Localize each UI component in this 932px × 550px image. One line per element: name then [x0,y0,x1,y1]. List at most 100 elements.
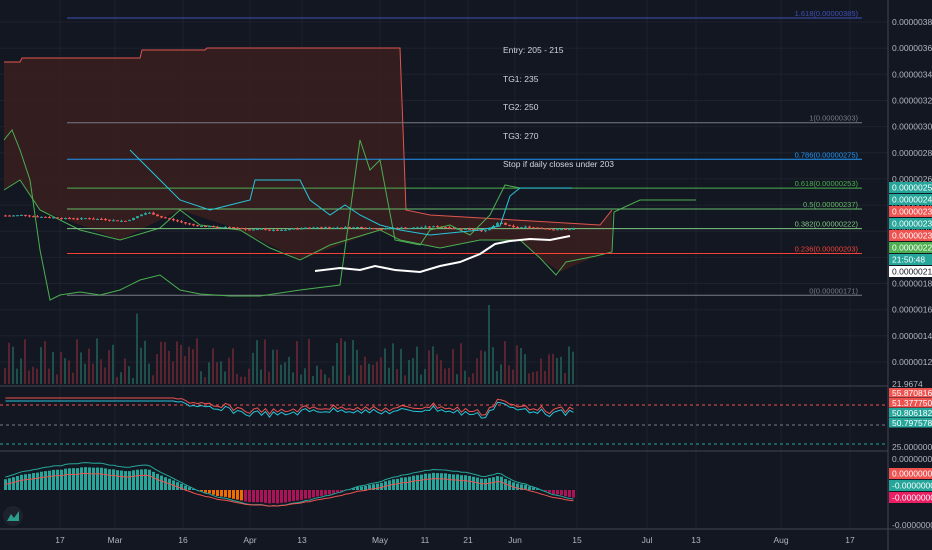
macd-histogram-bar [516,483,519,490]
macd-histogram-bar [204,490,207,493]
macd-histogram-bar [328,490,331,495]
volume-bar [524,354,526,384]
volume-bar [368,363,370,384]
macd-histogram-bar [496,476,499,490]
candle-body [164,217,167,219]
macd-histogram-bar [304,490,307,499]
candle-body [380,229,383,231]
rsi-tag-label: 55.87081647 [892,388,932,398]
candle-body [536,227,539,229]
macd-histogram-bar [116,470,119,490]
volume-bar [4,368,6,384]
macd-axis[interactable]: 0.00000003 0.00000001 -0.00000001 -0.000000… [889,454,932,530]
candlesticks[interactable] [4,211,575,233]
candle-body [88,218,91,220]
candle-body [84,218,87,220]
macd-bottom-label: -0.00000003 [892,520,932,530]
volume-bar [508,365,510,384]
candle-body [24,214,27,216]
macd-histogram-bar [528,486,531,490]
price-tag-label: 21:50:48 [892,255,925,265]
price-tag-label: 0.00000254 [892,183,932,193]
volume-bar [40,347,42,384]
volume-bar [348,375,350,384]
macd-histogram-bar [316,490,319,497]
volume-bar [512,369,514,384]
volume-bar [284,362,286,384]
macd-histogram-bar [544,490,547,492]
fib-label: 1(0.00000303) [809,114,858,123]
macd-histogram-bar [336,490,339,493]
macd-histogram-bar [308,490,311,499]
volume-bar [260,369,262,384]
volume-bar [564,373,566,384]
candle-body [496,223,499,226]
macd-histogram-bar [548,490,551,493]
candle-body [564,228,567,230]
volume-bar [164,342,166,384]
volume-bar [8,342,10,384]
candle-body [472,229,475,231]
rsi-tag [889,398,932,408]
candle-body [236,227,239,229]
candle-body [204,225,207,227]
candle-body [544,228,547,230]
macd-histogram-bar [520,484,523,490]
candle-body [468,228,471,230]
volume-bar [200,371,202,384]
macd-histogram-bar [408,476,411,490]
volume-bar [224,371,226,384]
volume-bar [36,368,38,384]
volume-bar [396,369,398,384]
macd-histogram-bar [96,467,99,490]
candle-body [432,226,435,228]
macd-histogram-bar [404,477,407,490]
rsi-axis[interactable]: 21.967455.8708164751.3777509550.80618274… [889,379,932,452]
macd-histogram-bar [432,472,435,490]
volume-bar [152,375,154,384]
candle-body [64,218,67,220]
candle-body [300,228,303,230]
time-axis[interactable]: 17 Mar 16 Apr 13 May 11 21 Jun 15 Jul 13 Aug 17 [55,535,855,545]
candle-body [412,227,415,229]
tradingview-logo-icon[interactable] [3,506,23,526]
macd-histogram-bar [296,490,299,501]
candle-body [212,226,215,228]
volume-bar [236,373,238,384]
fib-label: 0.786(0.00000275) [795,150,859,159]
vwap-line [314,235,571,274]
volume-bar [444,368,446,384]
time-tick-label: 15 [572,535,582,545]
volume-bar [304,368,306,384]
candle-body [480,230,483,232]
macd-histogram-bar [300,490,303,500]
price-tag-label: 0.00000238 [892,207,932,217]
volume-bar [180,344,182,384]
price-tag [889,242,932,253]
candle-body [272,229,275,231]
time-tick-label: Apr [243,535,256,545]
candle-body [464,228,467,230]
candle-body [112,220,115,222]
volume-bar [520,347,522,384]
volume-bar [188,346,190,384]
price-tag-label: 0.00000229 [892,243,932,253]
macd-histogram-bar [44,471,47,490]
candle-body [144,213,147,215]
macd-histogram-bar [292,490,295,501]
candle-body [32,216,35,218]
macd-histogram-bar [256,490,259,503]
volume-bar [456,374,458,384]
volume-bar [160,341,162,384]
volume-bar [248,368,250,384]
macd-histogram-bar [396,478,399,490]
price-tag-label: 0.00000234 [892,219,932,229]
macd-histogram-bar [460,475,463,490]
fib-label: 0.382(0.00000222) [795,220,859,229]
rsi-tag [889,418,932,428]
macd-histogram-bar [260,490,263,503]
candle-body [244,228,247,230]
